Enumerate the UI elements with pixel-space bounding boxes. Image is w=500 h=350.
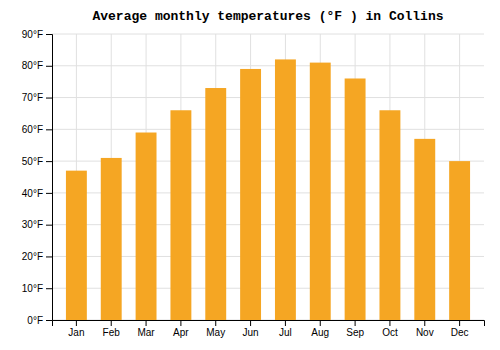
- y-tick-label: 20°F: [22, 251, 43, 262]
- x-tick-label: Oct: [382, 327, 398, 338]
- x-tick-mark: [320, 320, 321, 326]
- y-axis: 0°F 10°F 20°F 30°F 40°F 50°F 60°F 70°F 80°F 90°F: [22, 29, 53, 326]
- x-tick: Jun: [243, 320, 259, 338]
- bar: [101, 158, 122, 320]
- bar: [345, 78, 366, 320]
- x-tick-label: May: [206, 327, 225, 338]
- x-tick-mark: [459, 320, 460, 326]
- y-tick-mark: [46, 193, 52, 194]
- x-tick-mark: [111, 320, 112, 326]
- bars: [66, 59, 470, 320]
- x-tick-mark: [76, 320, 77, 326]
- x-tick-label: Jun: [243, 327, 259, 338]
- bar: [205, 88, 226, 320]
- y-tick: 40°F: [22, 188, 52, 199]
- y-tick: 20°F: [22, 251, 52, 262]
- y-tick: 80°F: [22, 60, 52, 71]
- x-tick: Aug: [311, 320, 329, 338]
- x-tick-label: Dec: [451, 327, 469, 338]
- y-tick-label: 60°F: [22, 124, 43, 135]
- y-tick-mark: [46, 161, 52, 162]
- chart-container: 0°F 10°F 20°F 30°F 40°F 50°F 60°F 70°F 80°F 90°F J…: [0, 0, 500, 350]
- x-tick-label: Feb: [103, 327, 121, 338]
- bar: [379, 110, 400, 320]
- title: Average monthly temperatures (°F ) in Co…: [92, 9, 443, 24]
- y-tick-mark: [46, 98, 52, 99]
- x-axis: Jan Feb Mar Apr May Jun Jul Aug Sep Oct Nov Dec: [53, 320, 485, 338]
- x-tick-mark: [424, 320, 425, 326]
- x-tick-mark: [355, 320, 356, 326]
- bar: [449, 161, 470, 320]
- x-tick: Nov: [416, 320, 434, 338]
- x-tick: Jan: [68, 320, 84, 338]
- grid-line-y: [52, 97, 484, 98]
- x-tick-mark: [180, 320, 181, 326]
- x-tick-mark: [215, 320, 216, 326]
- x-tick: May: [206, 320, 225, 338]
- y-axis-line: [46, 35, 53, 321]
- y-tick-label: 80°F: [22, 60, 43, 71]
- y-tick-mark: [46, 129, 52, 130]
- x-tick: Oct: [382, 320, 398, 338]
- y-tick-label: 10°F: [22, 283, 43, 294]
- y-tick: 0°F: [27, 315, 52, 326]
- y-tick-label: 30°F: [22, 219, 43, 230]
- x-tick-label: Jul: [279, 327, 292, 338]
- x-axis-line: [53, 321, 485, 327]
- y-tick-mark: [46, 34, 52, 35]
- x-tick-label: Nov: [416, 327, 434, 338]
- chart-svg: 0°F 10°F 20°F 30°F 40°F 50°F 60°F 70°F 80°F 90°F J…: [0, 0, 500, 350]
- x-tick-label: Apr: [173, 327, 189, 338]
- x-tick: Jul: [279, 320, 292, 338]
- x-tick-mark: [389, 320, 390, 326]
- y-tick-mark: [46, 256, 52, 257]
- y-tick: 50°F: [22, 156, 52, 167]
- y-tick: 70°F: [22, 92, 52, 103]
- y-tick: 60°F: [22, 124, 52, 135]
- x-tick: Dec: [451, 320, 469, 338]
- x-tick: Sep: [346, 320, 364, 338]
- bar: [66, 171, 87, 320]
- x-tick: Apr: [173, 320, 189, 338]
- x-tick-mark: [285, 320, 286, 326]
- y-tick-mark: [46, 66, 52, 67]
- bar: [240, 69, 261, 320]
- bar: [275, 59, 296, 320]
- y-tick: 10°F: [22, 283, 52, 294]
- y-tick-label: 50°F: [22, 156, 43, 167]
- x-tick: Mar: [137, 320, 155, 338]
- y-tick-mark: [46, 225, 52, 226]
- grid: [52, 34, 484, 320]
- y-tick-mark: [46, 288, 52, 289]
- grid-line-y: [52, 65, 484, 66]
- y-tick-mark: [46, 320, 52, 321]
- x-tick-label: Jan: [68, 327, 84, 338]
- x-tick-mark: [250, 320, 251, 326]
- x-tick-label: Aug: [311, 327, 329, 338]
- x-tick: Feb: [103, 320, 121, 338]
- x-tick-mark: [146, 320, 147, 326]
- x-tick-label: Mar: [137, 327, 155, 338]
- x-tick-label: Sep: [346, 327, 364, 338]
- bar: [136, 133, 157, 320]
- y-tick-label: 40°F: [22, 188, 43, 199]
- y-tick-label: 0°F: [27, 315, 43, 326]
- grid-line-y: [52, 34, 484, 35]
- y-tick-label: 70°F: [22, 92, 43, 103]
- plot-area: 0°F 10°F 20°F 30°F 40°F 50°F 60°F 70°F 80°F 90°F J…: [22, 29, 485, 338]
- bar: [170, 110, 191, 320]
- bar: [310, 63, 331, 320]
- y-tick-label: 90°F: [22, 29, 43, 40]
- y-tick: 90°F: [22, 29, 52, 40]
- y-tick: 30°F: [22, 219, 52, 230]
- bar: [414, 139, 435, 320]
- grid-line-y: [52, 129, 484, 130]
